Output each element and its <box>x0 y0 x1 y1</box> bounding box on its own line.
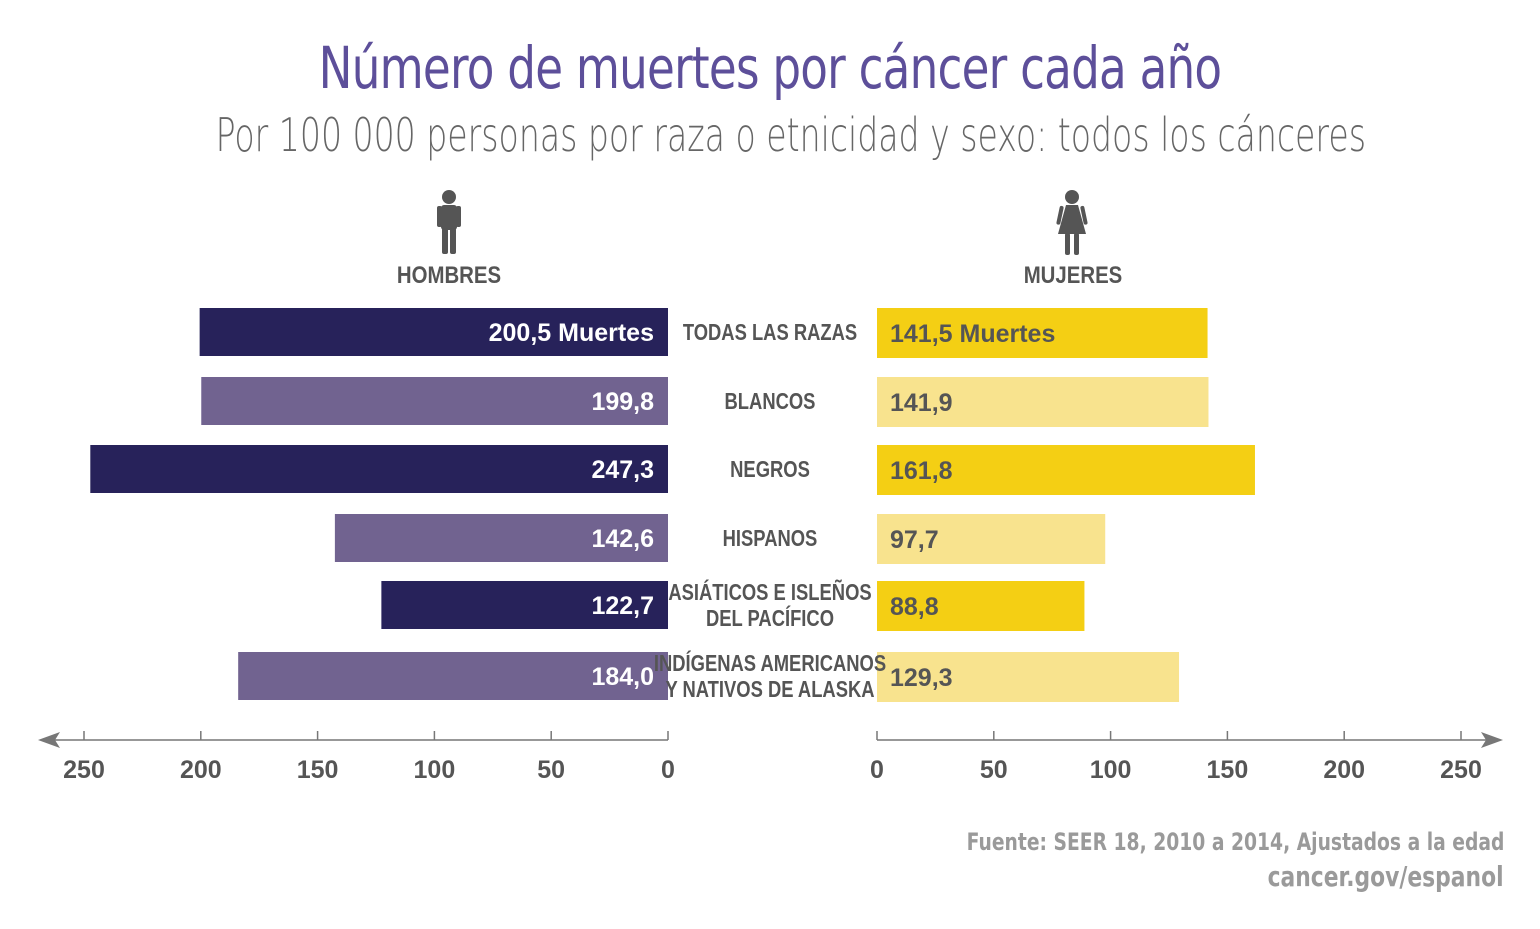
source-note: Fuente: SEER 18, 2010 a 2014, Ajustados … <box>966 828 1504 856</box>
tick-label-men: 0 <box>661 756 675 784</box>
tick-label-men: 50 <box>537 756 565 784</box>
bar-women <box>877 445 1255 495</box>
category-label: INDÍGENAS AMERICANOS <box>654 651 886 676</box>
category-label: NEGROS <box>730 457 810 482</box>
data-label-women: 141,9 <box>890 389 953 417</box>
data-label-men: 200,5 Muertes <box>489 319 654 347</box>
woman-icon <box>1056 190 1088 255</box>
bar-men <box>201 377 668 425</box>
series-label-women: MUJERES <box>1024 261 1123 288</box>
tick-label-women: 150 <box>1207 756 1249 784</box>
tick-label-women: 200 <box>1323 756 1365 784</box>
bar-men <box>334 514 668 562</box>
data-label-women: 97,7 <box>890 526 939 554</box>
data-label-women: 88,8 <box>890 593 939 621</box>
axis-arrow-right <box>1481 732 1503 748</box>
tick-label-women: 100 <box>1090 756 1132 784</box>
category-label: TODAS LAS RAZAS <box>683 320 857 345</box>
bar-women <box>877 652 1180 702</box>
category-label: DEL PACÍFICO <box>706 606 834 631</box>
tick-label-men: 100 <box>414 756 456 784</box>
chart-title: Número de muertes por cáncer cada año <box>318 34 1222 102</box>
bar-women <box>877 377 1209 427</box>
man-icon <box>437 190 461 254</box>
data-label-men: 184,0 <box>591 663 654 691</box>
tick-label-women: 250 <box>1440 756 1482 784</box>
axis-arrow-left <box>38 732 60 748</box>
series-label-men: HOMBRES <box>397 261 501 288</box>
data-label-men: 199,8 <box>591 388 654 416</box>
bar-women <box>877 308 1208 358</box>
site-url: cancer.gov/espanol <box>1267 860 1504 893</box>
bar-men <box>199 308 668 356</box>
category-label: BLANCOS <box>725 389 816 414</box>
data-label-women: 141,5 Muertes <box>890 320 1055 348</box>
category-label: ASIÁTICOS E ISLEÑOS <box>668 580 871 605</box>
bar-men <box>90 445 669 493</box>
tick-label-women: 0 <box>870 756 884 784</box>
data-label-men: 247,3 <box>591 456 654 484</box>
bar-women <box>877 514 1106 564</box>
category-label: HISPANOS <box>723 526 818 551</box>
category-label: Y NATIVOS DE ALASKA <box>665 677 874 702</box>
tick-label-men: 150 <box>297 756 339 784</box>
tick-label-men: 250 <box>63 756 105 784</box>
bar-men <box>238 652 668 700</box>
bar-men <box>381 581 668 629</box>
data-label-men: 122,7 <box>591 592 654 620</box>
data-label-men: 142,6 <box>591 525 654 553</box>
tick-label-men: 200 <box>180 756 222 784</box>
data-label-women: 129,3 <box>890 664 953 692</box>
tick-label-women: 50 <box>980 756 1008 784</box>
data-label-women: 161,8 <box>890 457 953 485</box>
chart-subtitle: Por 100 000 personas por raza o etnicida… <box>215 108 1366 162</box>
bar-women <box>877 581 1085 631</box>
